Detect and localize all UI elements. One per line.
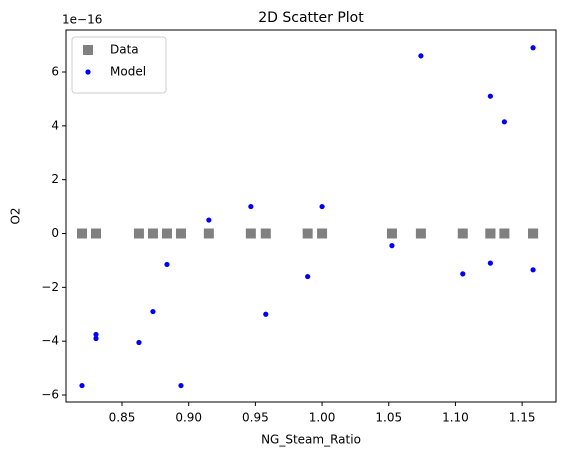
data-point [386, 228, 397, 239]
data-point [418, 53, 424, 59]
data-point [206, 217, 212, 223]
x-tick-label: 0.95 [242, 411, 269, 425]
data-point [305, 273, 311, 280]
data-point [150, 308, 156, 315]
legend-box [71, 36, 167, 94]
data-point [260, 228, 271, 239]
data-point [499, 228, 510, 239]
data-point [93, 331, 99, 338]
data-point [501, 119, 507, 125]
plot-frame [65, 29, 557, 403]
y-tick-label: 6 [51, 64, 59, 78]
data-point [136, 339, 142, 346]
x-axis-label: NG_Steam_Ratio [261, 433, 361, 447]
data-point [175, 228, 186, 239]
y-offset-text: 1e−16 [62, 13, 102, 27]
data-point [389, 243, 395, 249]
data-point [302, 228, 313, 239]
data-point [415, 228, 426, 239]
legend-label: Model [110, 65, 146, 79]
x-tick-label: 1.15 [509, 411, 536, 425]
legend-label: Data [110, 43, 139, 57]
data-point [164, 261, 170, 268]
data-point [263, 311, 269, 317]
data-point [77, 228, 88, 239]
legend-marker [85, 69, 91, 75]
chart-title: 2D Scatter Plot [258, 10, 364, 26]
data-point [245, 228, 256, 239]
data-point [530, 267, 536, 273]
y-tick-label: −2 [41, 280, 59, 294]
data-point [147, 228, 158, 239]
x-tick-label: 1.05 [375, 411, 402, 425]
data-point [460, 271, 466, 277]
x-tick-label: 0.85 [109, 411, 136, 425]
y-tick-label: −4 [41, 334, 59, 348]
y-tick-label: −6 [41, 388, 59, 402]
data-point [203, 228, 214, 239]
y-axis-label: O2 [9, 207, 23, 224]
y-tick-label: 2 [51, 172, 59, 186]
data-point [133, 228, 144, 239]
data-point [457, 228, 468, 239]
data-point [317, 228, 328, 239]
y-tick-label: 0 [51, 226, 59, 240]
y-tick-label: 4 [51, 118, 59, 132]
data-point [319, 203, 325, 210]
data-point [91, 228, 102, 239]
data-point [178, 382, 184, 389]
data-point [248, 203, 254, 210]
x-tick-label: 1.10 [442, 411, 469, 425]
data-point [485, 228, 496, 239]
data-point [487, 93, 493, 99]
data-point [79, 382, 85, 389]
data-point [93, 335, 99, 342]
legend-marker [83, 45, 93, 55]
data-point [528, 228, 539, 239]
data-point [487, 260, 493, 266]
x-tick-label: 1.00 [309, 411, 336, 425]
data-point [530, 45, 536, 51]
x-tick-label: 0.90 [175, 411, 202, 425]
data-point [161, 228, 172, 239]
